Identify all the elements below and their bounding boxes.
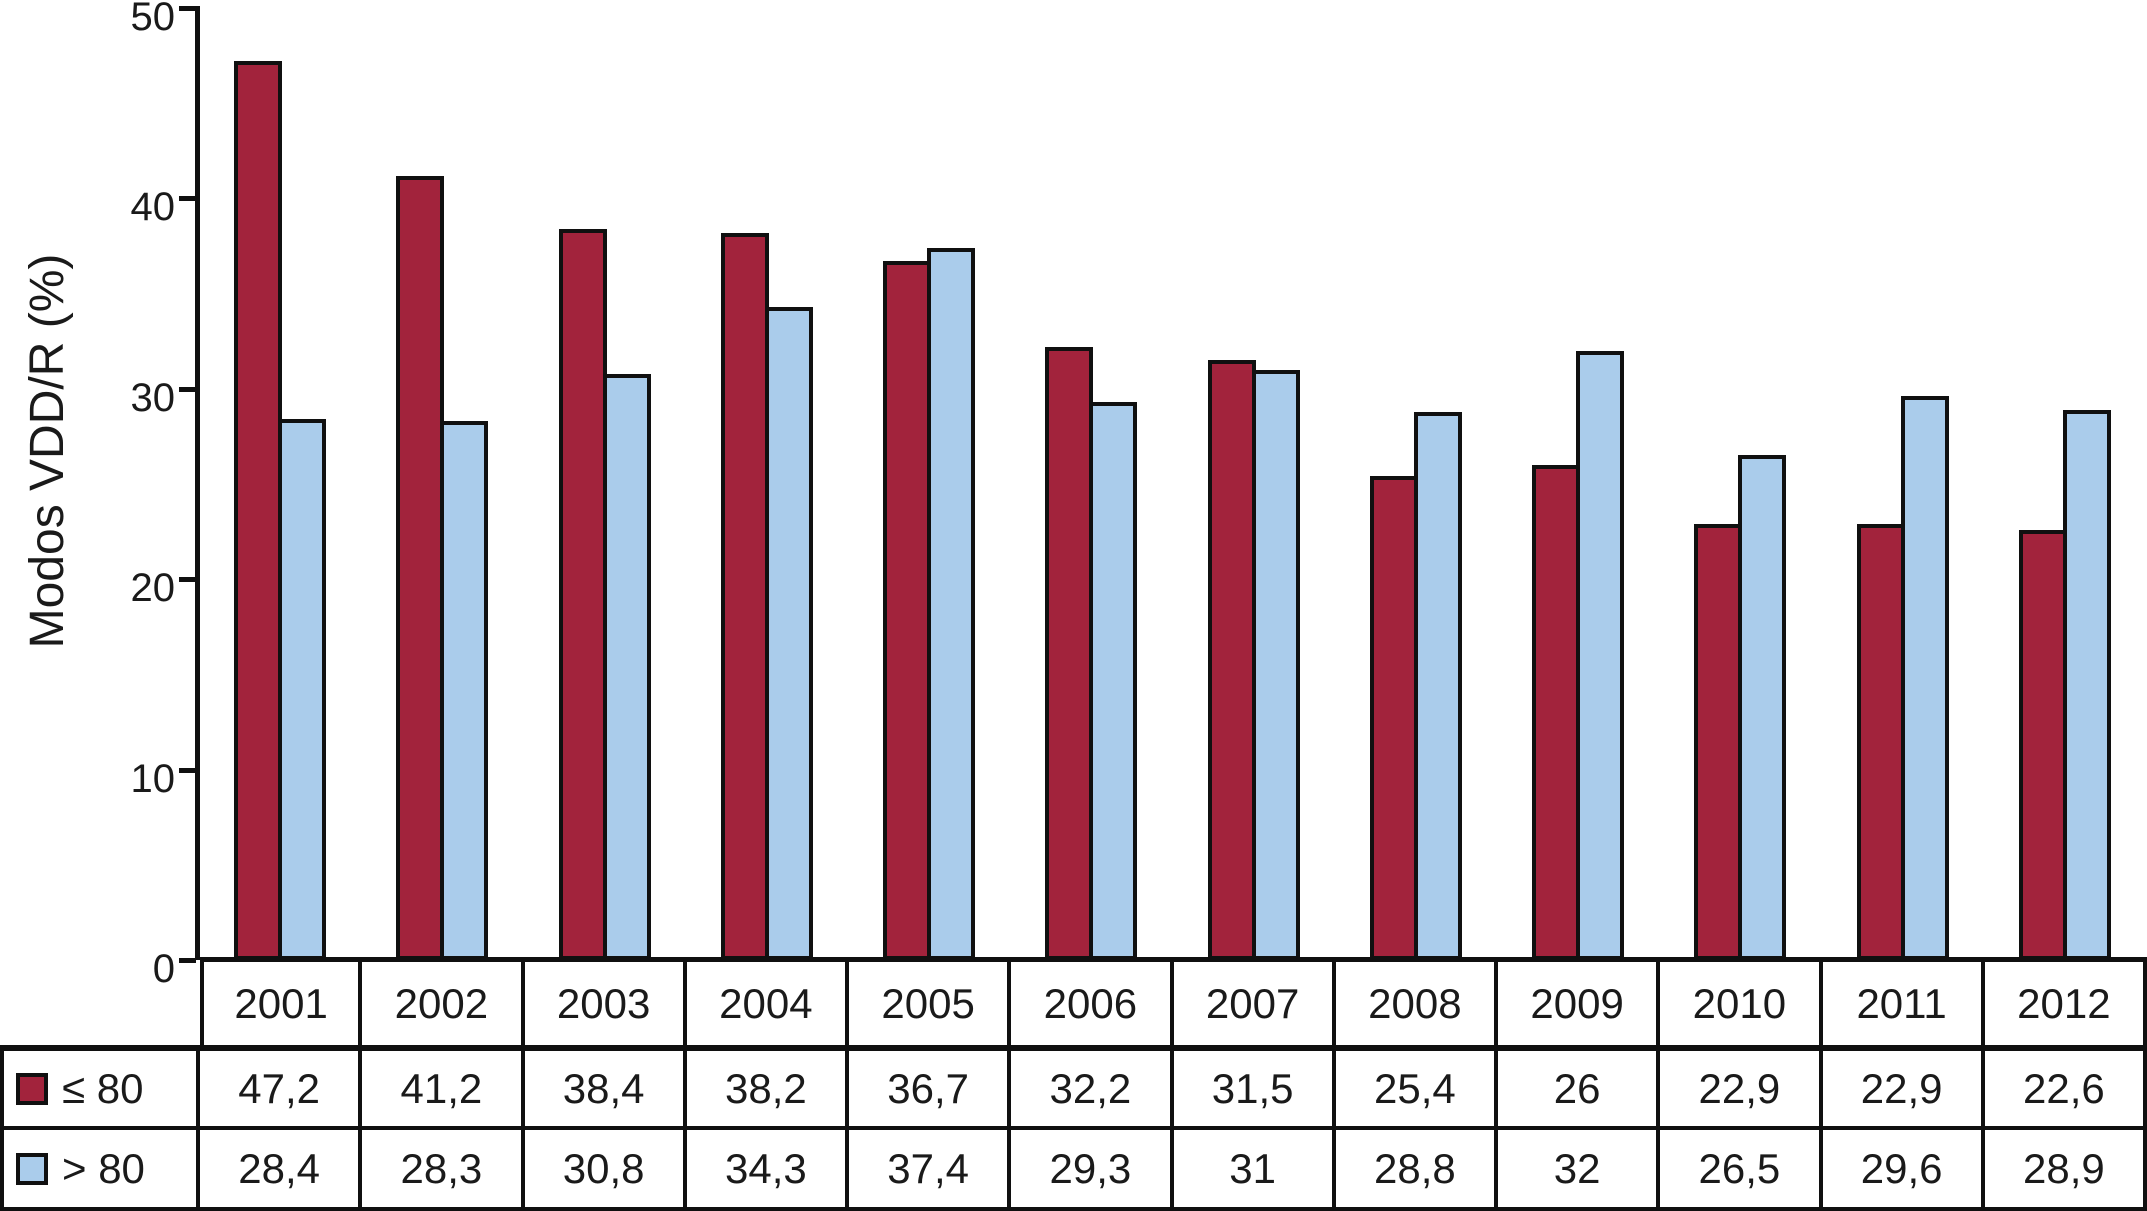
y-tick-50 — [179, 6, 196, 11]
value-gt80-2011: 29,6 — [1822, 1130, 1985, 1211]
bar-le80-2012 — [2018, 529, 2067, 960]
y-axis-line — [195, 6, 200, 960]
bar-le80-2004 — [720, 232, 769, 960]
value-le80-2001: 47,2 — [200, 1045, 363, 1130]
value-gt80-2010: 26,5 — [1660, 1130, 1823, 1211]
bar-gt80-2007 — [1251, 369, 1300, 960]
value-gt80-2012: 28,9 — [1984, 1130, 2147, 1211]
legend-cell-gt80: > 80 — [0, 1130, 200, 1211]
bar-gt80-2001 — [278, 419, 326, 960]
bar-gt80-2011 — [1900, 396, 1949, 960]
value-gt80-2008: 28,8 — [1335, 1130, 1498, 1211]
y-tick-40 — [179, 196, 196, 202]
value-gt80-2007: 31 — [1173, 1130, 1336, 1211]
value-le80-2007: 31,5 — [1173, 1045, 1336, 1130]
bar-le80-2008 — [1369, 476, 1418, 960]
year-header-2004: 2004 — [686, 957, 849, 1045]
value-le80-2009: 26 — [1498, 1045, 1661, 1130]
year-header-2011: 2011 — [1822, 957, 1985, 1045]
bar-le80-2007 — [1207, 360, 1256, 960]
table-stub-cell — [0, 957, 200, 1045]
value-gt80-2004: 34,3 — [686, 1130, 849, 1211]
year-header-2012: 2012 — [1984, 957, 2147, 1045]
y-tick-0 — [179, 958, 196, 963]
y-tick-label-10: 10 — [130, 756, 176, 801]
bar-le80-2011 — [1856, 523, 1905, 960]
value-gt80-2006: 29,3 — [1011, 1130, 1174, 1211]
year-header-2009: 2009 — [1498, 957, 1661, 1045]
bar-gt80-2009 — [1576, 350, 1624, 960]
year-header-2010: 2010 — [1660, 957, 1823, 1045]
bar-gt80-2002 — [440, 421, 489, 960]
value-le80-2003: 38,4 — [524, 1045, 687, 1130]
bar-gt80-2006 — [1089, 402, 1138, 960]
y-tick-20 — [179, 577, 196, 583]
year-header-2008: 2008 — [1335, 957, 1498, 1045]
bar-le80-2005 — [883, 261, 931, 960]
value-le80-2011: 22,9 — [1822, 1045, 1985, 1130]
le80-swatch-icon — [16, 1072, 48, 1105]
y-tick-10 — [179, 767, 196, 773]
value-le80-2006: 32,2 — [1011, 1045, 1174, 1130]
value-le80-2012: 22,6 — [1984, 1045, 2147, 1130]
bar-gt80-2005 — [927, 247, 975, 960]
y-axis-title: Modos VDD/R (%) — [21, 253, 74, 649]
bar-le80-2010 — [1694, 523, 1743, 960]
bar-le80-2001 — [234, 61, 282, 960]
value-le80-2010: 22,9 — [1660, 1045, 1823, 1130]
value-le80-2002: 41,2 — [362, 1045, 525, 1130]
value-le80-2004: 38,2 — [686, 1045, 849, 1130]
legend-label-gt80: > 80 — [62, 1144, 145, 1192]
year-header-2003: 2003 — [524, 957, 687, 1045]
legend-cell-le80: ≤ 80 — [0, 1045, 200, 1130]
year-header-2001: 2001 — [200, 957, 363, 1045]
data-table: 2001 2002 2003 2004 2005 2006 2007 2008 2009 2010… — [0, 957, 2147, 1211]
year-header-2005: 2005 — [849, 957, 1012, 1045]
value-gt80-2002: 28,3 — [362, 1130, 525, 1211]
value-le80-2008: 25,4 — [1335, 1045, 1498, 1130]
gt80-swatch-icon — [16, 1152, 48, 1185]
value-gt80-2005: 37,4 — [849, 1130, 1012, 1211]
bar-gt80-2008 — [1413, 411, 1462, 960]
legend-label-le80: ≤ 80 — [62, 1064, 144, 1112]
bar-gt80-2003 — [602, 373, 651, 960]
bar-gt80-2010 — [1738, 455, 1787, 960]
plot-area: Modos VDD/R (%) 0 10 20 30 40 50 — [21, 0, 2111, 989]
y-tick-30 — [179, 386, 196, 392]
y-tick-label-0: 0 — [152, 947, 175, 991]
value-le80-2005: 36,7 — [849, 1045, 1012, 1130]
value-gt80-2009: 32 — [1498, 1130, 1661, 1211]
year-header-2006: 2006 — [1011, 957, 1174, 1045]
bar-le80-2002 — [396, 175, 445, 960]
value-gt80-2001: 28,4 — [200, 1130, 363, 1211]
y-tick-label-40: 40 — [130, 185, 176, 230]
y-tick-label-50: 50 — [130, 0, 176, 39]
y-tick-label-20: 20 — [130, 566, 176, 611]
bar-le80-2009 — [1532, 464, 1580, 960]
bar-le80-2006 — [1045, 346, 1094, 960]
year-header-2007: 2007 — [1173, 957, 1336, 1045]
bar-le80-2003 — [558, 228, 607, 960]
value-gt80-2003: 30,8 — [524, 1130, 687, 1211]
y-tick-label-30: 30 — [130, 375, 176, 420]
bar-gt80-2004 — [764, 306, 813, 960]
year-header-2002: 2002 — [362, 957, 525, 1045]
bar-gt80-2012 — [2062, 409, 2111, 960]
